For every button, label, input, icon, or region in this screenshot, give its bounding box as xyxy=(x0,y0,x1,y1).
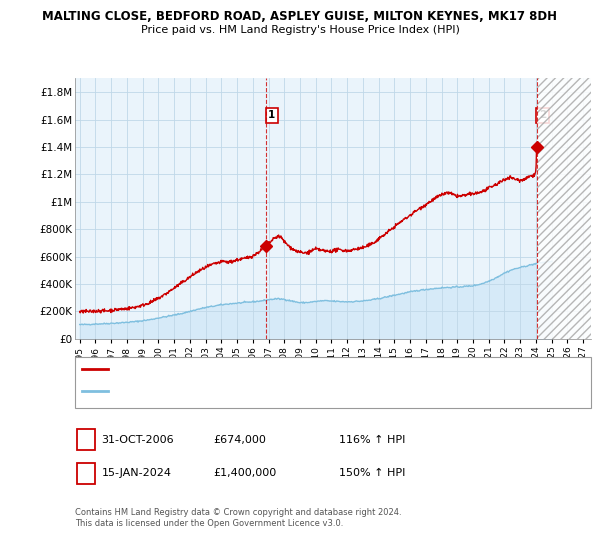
Text: 150% ↑ HPI: 150% ↑ HPI xyxy=(339,468,406,478)
Text: MALTING CLOSE, BEDFORD ROAD, ASPLEY GUISE, MILTON KEYNES, MK17 8DH (detached: MALTING CLOSE, BEDFORD ROAD, ASPLEY GUIS… xyxy=(112,365,510,374)
Text: MALTING CLOSE, BEDFORD ROAD, ASPLEY GUISE, MILTON KEYNES, MK17 8DH: MALTING CLOSE, BEDFORD ROAD, ASPLEY GUIS… xyxy=(43,10,557,23)
Text: £1,400,000: £1,400,000 xyxy=(213,468,276,478)
Text: Contains HM Land Registry data © Crown copyright and database right 2024.
This d: Contains HM Land Registry data © Crown c… xyxy=(75,508,401,528)
Text: 1: 1 xyxy=(268,110,275,120)
Text: 2: 2 xyxy=(539,110,546,120)
Text: 31-OCT-2006: 31-OCT-2006 xyxy=(101,435,174,445)
Text: HPI: Average price, detached house, Central Bedfordshire: HPI: Average price, detached house, Cent… xyxy=(112,387,373,396)
Text: 1: 1 xyxy=(82,433,91,446)
Text: £674,000: £674,000 xyxy=(213,435,266,445)
Text: Price paid vs. HM Land Registry's House Price Index (HPI): Price paid vs. HM Land Registry's House … xyxy=(140,25,460,35)
Text: 2: 2 xyxy=(82,466,91,480)
Bar xyxy=(536,78,591,339)
Text: 116% ↑ HPI: 116% ↑ HPI xyxy=(339,435,406,445)
Text: 15-JAN-2024: 15-JAN-2024 xyxy=(101,468,172,478)
